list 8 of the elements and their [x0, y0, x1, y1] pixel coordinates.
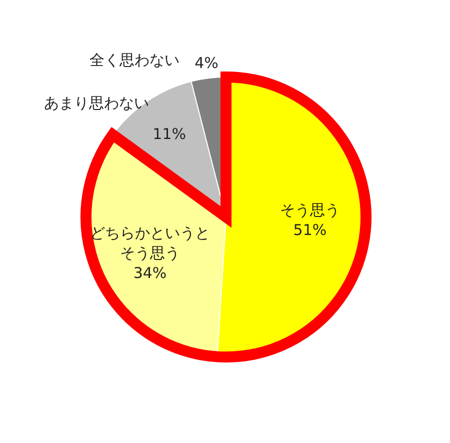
data-label: 11%	[152, 124, 186, 144]
slice-label: 全く思わない	[90, 50, 180, 70]
slice-label: あまり思わない	[44, 93, 150, 114]
data-label: 51%	[293, 220, 327, 239]
data-label: 4%	[194, 52, 218, 73]
slice-label: どちらかというとそう思う	[90, 224, 210, 262]
slice-label: そう思う	[280, 200, 340, 219]
data-label: 34%	[133, 264, 167, 282]
